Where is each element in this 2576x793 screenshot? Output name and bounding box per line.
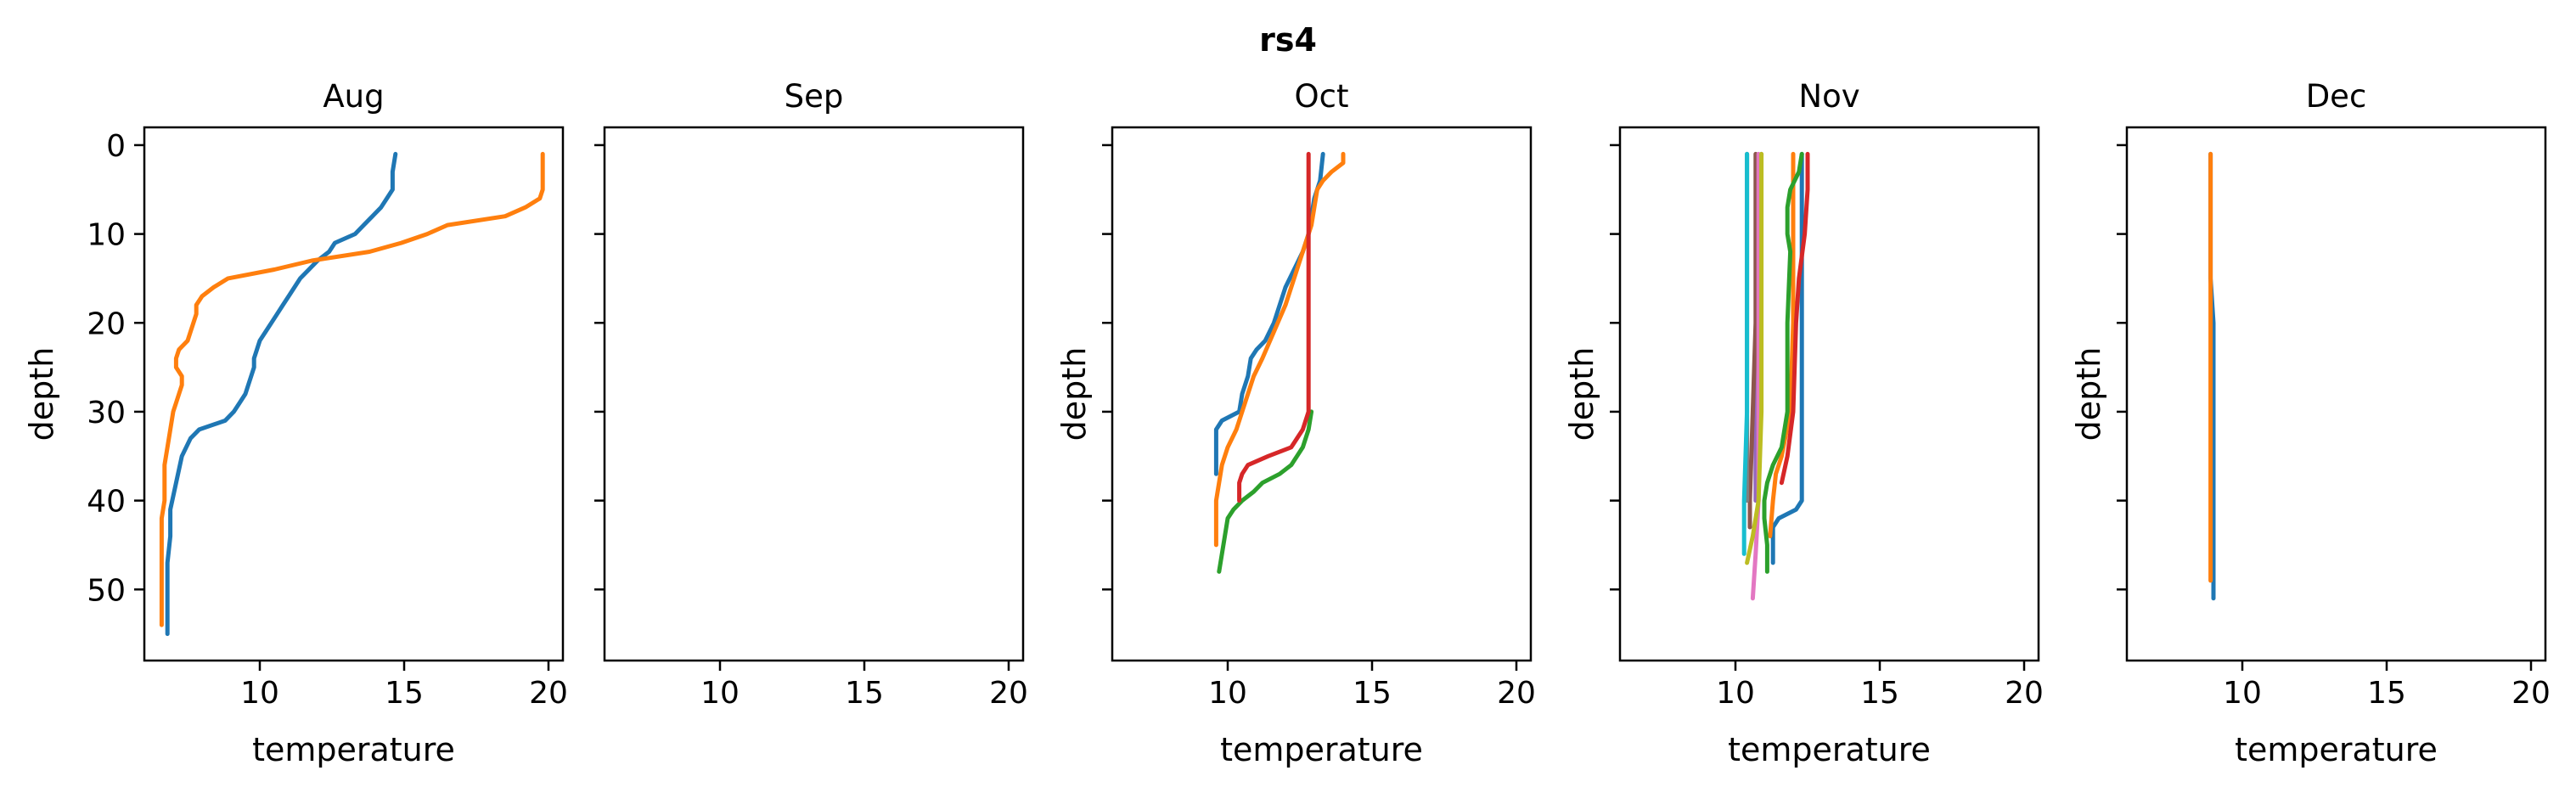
plot-frame	[1111, 126, 1533, 662]
series-line-2	[1768, 151, 1796, 538]
x-axis-label: temperature	[2235, 731, 2438, 768]
plot-frame	[1618, 126, 2040, 662]
x-tick-label: 15	[845, 676, 884, 711]
plot-frame	[2125, 126, 2547, 662]
panel-title: Oct	[1295, 78, 1349, 115]
y-tick-label: 40	[87, 485, 126, 520]
y-axis-label: depth	[1055, 347, 1093, 441]
x-tick-label: 15	[1353, 676, 1392, 711]
panel-nov: Nov 10 15 20 temperature depth	[1563, 78, 2044, 768]
series-line-2	[1213, 151, 1346, 548]
panel-title: Aug	[323, 78, 384, 115]
series-line-4	[1237, 151, 1311, 503]
panel-dec: Dec 10 15 20 temperature depth	[2070, 78, 2551, 768]
panels: Aug 10 15 20 0 10 20 30 40 50 temperature depth Sep 1…	[23, 78, 2551, 768]
plot-frame	[603, 126, 1025, 662]
panel-title: Nov	[1798, 78, 1859, 115]
y-tick-label: 0	[106, 129, 126, 164]
plot-frame	[143, 126, 565, 662]
y-axis-label: depth	[1563, 347, 1600, 441]
x-tick-label: 15	[2367, 676, 2406, 711]
x-axis-label: temperature	[252, 731, 455, 768]
x-tick-label: 20	[989, 676, 1028, 711]
series-line-2	[159, 151, 545, 627]
x-axis-label: temperature	[1728, 731, 1931, 768]
x-tick-label: 10	[240, 676, 279, 711]
series-line-10	[1741, 151, 1750, 556]
x-tick-label: 10	[700, 676, 740, 711]
x-tick-label: 20	[1497, 676, 1536, 711]
x-tick-label: 15	[1860, 676, 1899, 711]
figure-suptitle: rs4	[1259, 21, 1317, 59]
x-tick-label: 20	[529, 676, 568, 711]
panel-sep: Sep 10 15 20	[594, 78, 1028, 711]
x-tick-label: 20	[2511, 676, 2551, 711]
series-line-1	[1770, 151, 1804, 565]
series-line-3	[1217, 409, 1314, 574]
y-tick-label: 10	[87, 218, 126, 253]
x-tick-label: 10	[1208, 676, 1247, 711]
panel-title: Sep	[785, 78, 844, 115]
panel-oct: Oct 10 15 20 temperature depth	[1055, 78, 1536, 768]
panel-title: Dec	[2306, 78, 2367, 115]
series-line-3	[1762, 151, 1804, 574]
x-tick-label: 10	[1716, 676, 1755, 711]
x-tick-label: 20	[2005, 676, 2044, 711]
series-line-9	[1745, 151, 1764, 565]
y-tick-label: 50	[87, 573, 126, 608]
panel-aug: Aug 10 15 20 0 10 20 30 40 50 temperature depth	[23, 78, 568, 768]
series-line-6	[1747, 151, 1758, 530]
y-tick-label: 20	[87, 307, 126, 341]
x-axis-label: temperature	[1220, 731, 1423, 768]
series-line-4	[1779, 151, 1810, 486]
y-axis-label: depth	[2070, 347, 2107, 441]
y-axis-label: depth	[23, 347, 60, 441]
x-tick-label: 10	[2223, 676, 2262, 711]
series-line-1	[165, 151, 398, 637]
y-tick-label: 30	[87, 396, 126, 430]
x-tick-label: 15	[385, 676, 424, 711]
